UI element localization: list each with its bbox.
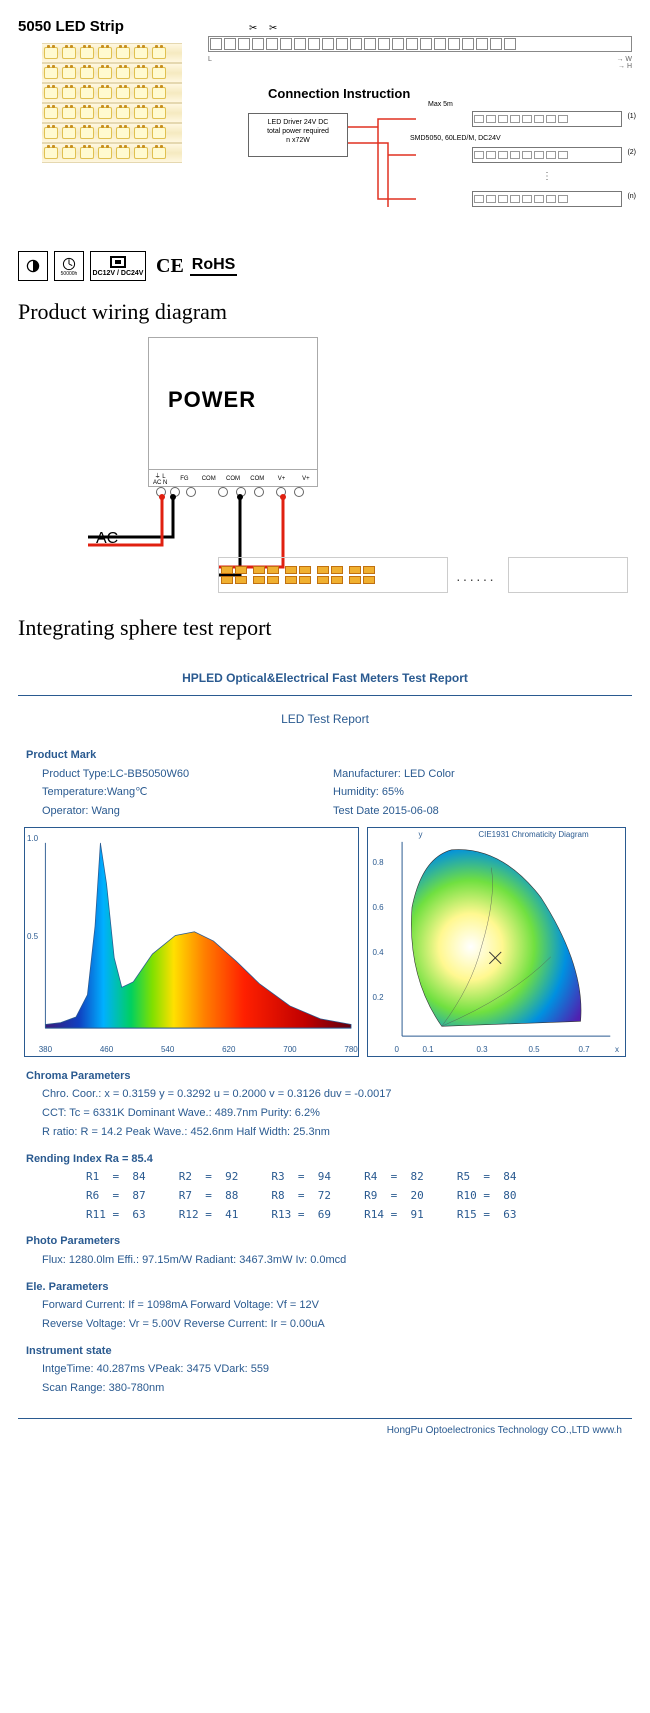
photo-heading: Photo Parameters <box>26 1232 624 1251</box>
footer: HongPu Optoelectronics Technology CO.,LT… <box>18 1418 632 1436</box>
instr-l1: IntgeTime: 40.287ms VPeak: 3475 VDark: 5… <box>26 1360 624 1379</box>
cie-x3: 0.5 <box>528 1045 539 1054</box>
lifetime-icon: 50000h <box>54 251 84 281</box>
ele-l2: Reverse Voltage: Vr = 5.00V Reverse Curr… <box>26 1315 624 1334</box>
operator-label: Operator: <box>42 805 88 817</box>
cie-y: y <box>418 830 422 839</box>
ele-l1: Forward Current: If = 1098mA Forward Vol… <box>26 1296 624 1315</box>
chroma-heading: Chroma Parameters <box>26 1067 624 1086</box>
rending-values: R1 = 84 R2 = 92 R3 = 94 R4 = 82 R5 = 84 … <box>26 1168 624 1224</box>
rohs-mark: RoHS <box>190 256 238 276</box>
cie-y1: 0.8 <box>372 858 383 867</box>
temp-value: Wang℃ <box>107 786 148 798</box>
cie-chart: y CIE1931 Chromaticity Diagram 0.8 <box>367 827 626 1057</box>
cie-x1: 0.1 <box>422 1045 433 1054</box>
mfr-value: LED Color <box>404 768 455 780</box>
wiring-heading: Product wiring diagram <box>18 299 632 325</box>
cie-x0: 0 <box>394 1045 398 1054</box>
dc-voltage-icon: DC12V / DC24V <box>90 251 146 281</box>
instr-heading: Instrument state <box>26 1342 624 1361</box>
dimmable-icon <box>18 251 48 281</box>
product-photo <box>42 43 182 163</box>
product-mark-heading: Product Mark <box>26 746 624 765</box>
strip-dimension-diagram: ✂✂ <box>208 36 632 52</box>
page-title: 5050 LED Strip <box>18 18 198 35</box>
mfr-label: Manufacturer: <box>333 768 401 780</box>
connection-diagram: LED Driver 24V DC total power required n… <box>248 107 632 227</box>
spectrum-chart: 1.0 0.5 380460540620700780 <box>24 827 359 1057</box>
report-subheader: LED Test Report <box>18 712 632 726</box>
cie-title: CIE1931 Chromaticity Diagram <box>448 830 618 839</box>
continuation-dots: ······ <box>456 571 496 587</box>
ele-heading: Ele. Parameters <box>26 1278 624 1297</box>
chroma-l3: R ratio: R = 14.2 Peak Wave.: 452.6nm Ha… <box>26 1123 624 1142</box>
cie-x4: 0.7 <box>578 1045 589 1054</box>
instr-l2: Scan Range: 380-780nm <box>26 1379 624 1398</box>
humidity-value: 65% <box>382 786 404 798</box>
report-heading: Integrating sphere test report <box>18 615 632 641</box>
ce-mark: CE <box>156 255 184 278</box>
operator-value: Wang <box>92 805 120 817</box>
cie-y4: 0.2 <box>372 993 383 1002</box>
rending-heading: Rending Index Ra = 85.4 <box>26 1150 624 1169</box>
chroma-l2: CCT: Tc = 6331K Dominant Wave.: 489.7nm … <box>26 1104 624 1123</box>
photo-line: Flux: 1280.0lm Effi.: 97.15m/W Radiant: … <box>26 1251 624 1270</box>
cie-y2: 0.6 <box>372 903 383 912</box>
wiring-strip-2 <box>508 557 628 593</box>
y-1: 1.0 <box>27 834 38 843</box>
date-value: 2015-06-08 <box>383 805 439 817</box>
report-header: HPLED Optical&Electrical Fast Meters Tes… <box>18 671 632 685</box>
certification-icons: 50000h DC12V / DC24V CE RoHS <box>18 251 632 281</box>
type-value: LC-BB5050W60 <box>110 768 190 780</box>
y-05: 0.5 <box>27 932 38 941</box>
wiring-strip-1 <box>218 557 448 593</box>
date-label: Test Date <box>333 805 379 817</box>
chroma-l1: Chro. Coor.: x = 0.3159 y = 0.3292 u = 0… <box>26 1085 624 1104</box>
temp-label: Temperature: <box>42 786 107 798</box>
cie-x2: 0.3 <box>476 1045 487 1054</box>
connection-title: Connection Instruction <box>268 86 632 101</box>
type-label: Product Type: <box>42 768 110 780</box>
wiring-diagram: POWER ⏚ L AC NFGCOMCOMCOMV+V+ AC ······ <box>18 337 632 597</box>
cie-xaxis: x <box>615 1045 619 1054</box>
cie-y3: 0.4 <box>372 948 383 957</box>
humidity-label: Humidity: <box>333 786 379 798</box>
